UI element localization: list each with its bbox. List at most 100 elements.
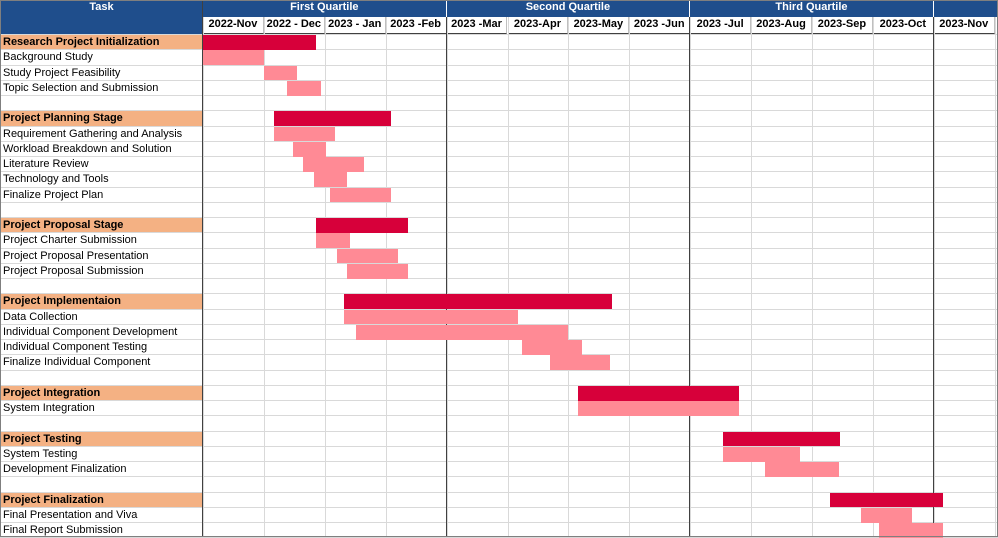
gridline-month xyxy=(263,17,265,537)
stage-label: Project Proposal Stage xyxy=(0,218,202,233)
quarter-header: First Quartile xyxy=(203,0,447,17)
gridline-row xyxy=(0,110,998,112)
month-header: 2022 - Dec xyxy=(263,17,325,34)
gridline-row xyxy=(0,384,998,386)
month-header: 2022-Nov xyxy=(203,17,264,34)
stage-label: Research Project Initialization xyxy=(0,35,202,50)
gridline-month xyxy=(507,17,509,537)
task-bar xyxy=(203,50,264,65)
gridline-row xyxy=(0,262,998,264)
task-bar xyxy=(303,157,365,172)
stage-bar xyxy=(203,35,316,50)
stage-bar xyxy=(316,218,409,233)
month-header: 2023 -Jun xyxy=(629,17,691,34)
task-bar xyxy=(316,233,350,248)
stage-label: Project Integration xyxy=(0,385,202,400)
task-bar xyxy=(347,263,409,279)
gridline-row xyxy=(0,156,998,157)
gridline-row xyxy=(0,49,998,51)
gridline-row xyxy=(0,369,998,371)
task-label: Project Charter Submission xyxy=(3,234,137,247)
task-bar xyxy=(274,126,336,142)
stage-label: Project Planning Stage xyxy=(0,111,202,126)
stage-bar xyxy=(723,431,840,447)
gridline-row xyxy=(0,64,998,66)
task-bar xyxy=(336,248,398,264)
gridline-month xyxy=(933,17,935,537)
gridline-row xyxy=(0,461,998,462)
task-label: Individual Component Development xyxy=(3,325,178,338)
gridline-row xyxy=(0,95,998,96)
month-header: 2023-Sep xyxy=(812,17,873,34)
task-column-header: Task xyxy=(0,0,203,17)
task-bar xyxy=(765,462,839,477)
gridline-month xyxy=(994,17,996,537)
task-label: Technology and Tools xyxy=(3,173,109,186)
gridline-row xyxy=(0,400,998,401)
gridline-row xyxy=(0,354,998,356)
task-label: Data Collection xyxy=(3,310,78,323)
quarter-header: Third Quartile xyxy=(690,0,934,17)
gridline-row xyxy=(0,186,998,188)
month-header: 2023-Aug xyxy=(751,17,812,34)
task-label: System Testing xyxy=(3,447,78,460)
gridline-month xyxy=(872,17,874,537)
gridline-row xyxy=(0,323,998,325)
task-bar xyxy=(313,172,347,187)
task-label: Finalize Individual Component xyxy=(3,356,151,369)
quarter-header-blank xyxy=(933,0,998,17)
gridline-row xyxy=(0,430,998,432)
gridline-row xyxy=(0,506,998,508)
stage-bar xyxy=(578,385,739,401)
gridline-row xyxy=(0,476,998,478)
gridline-row xyxy=(0,217,998,218)
gridline-month xyxy=(203,17,204,537)
month-header: 2023 -Jul xyxy=(690,17,752,34)
gridline-row xyxy=(0,171,998,173)
gridline-row xyxy=(0,125,998,127)
task-bar xyxy=(723,446,800,462)
task-label: System Integration xyxy=(3,402,95,414)
gridline-row xyxy=(0,491,998,493)
gridline-row xyxy=(0,79,998,81)
gridline-row xyxy=(0,308,998,310)
task-label: Requirement Gathering and Analysis xyxy=(3,127,183,140)
stage-bar xyxy=(274,111,391,126)
month-header: 2023 - Jan xyxy=(324,17,386,34)
stage-label: Project Implementaion xyxy=(0,294,202,309)
quarter-boundary-line xyxy=(689,17,691,537)
gridline-row xyxy=(0,201,998,203)
task-label: Project Proposal Submission xyxy=(3,264,144,277)
task-label: Study Project Feasibility xyxy=(3,66,121,79)
task-bar xyxy=(344,309,519,325)
task-label: Development Finalization xyxy=(3,463,127,475)
stage-label: Project Finalization xyxy=(0,492,202,507)
quarter-header: Second Quartile xyxy=(446,0,691,17)
month-header: 2023 -Mar xyxy=(446,17,508,34)
gridline-row xyxy=(0,293,998,295)
stage-bar xyxy=(344,294,613,309)
task-label: Workload Breakdown and Solution xyxy=(3,142,172,155)
gridline-row xyxy=(0,415,998,417)
quarter-boundary-line xyxy=(932,17,934,537)
gridline-month xyxy=(812,17,813,537)
gridline-month xyxy=(690,17,692,537)
stage-label: Project Testing xyxy=(0,431,202,446)
gridline-row xyxy=(0,247,998,249)
task-bar xyxy=(521,340,583,355)
month-header: 2023 -Feb xyxy=(385,17,447,34)
stage-bar xyxy=(830,492,943,508)
task-bar xyxy=(293,141,326,157)
task-bar xyxy=(578,401,739,416)
task-bar xyxy=(356,324,569,340)
label-column-border xyxy=(202,0,203,537)
task-label: Final Report Submission xyxy=(3,524,123,536)
gridline-month xyxy=(446,17,448,537)
task-label: Project Proposal Presentation xyxy=(3,249,149,262)
task-label: Final Presentation and Viva xyxy=(3,508,138,521)
task-column-header-blank xyxy=(0,17,203,34)
gridline-row xyxy=(0,339,998,340)
gridline-row xyxy=(0,232,998,234)
task-bar xyxy=(878,523,943,538)
